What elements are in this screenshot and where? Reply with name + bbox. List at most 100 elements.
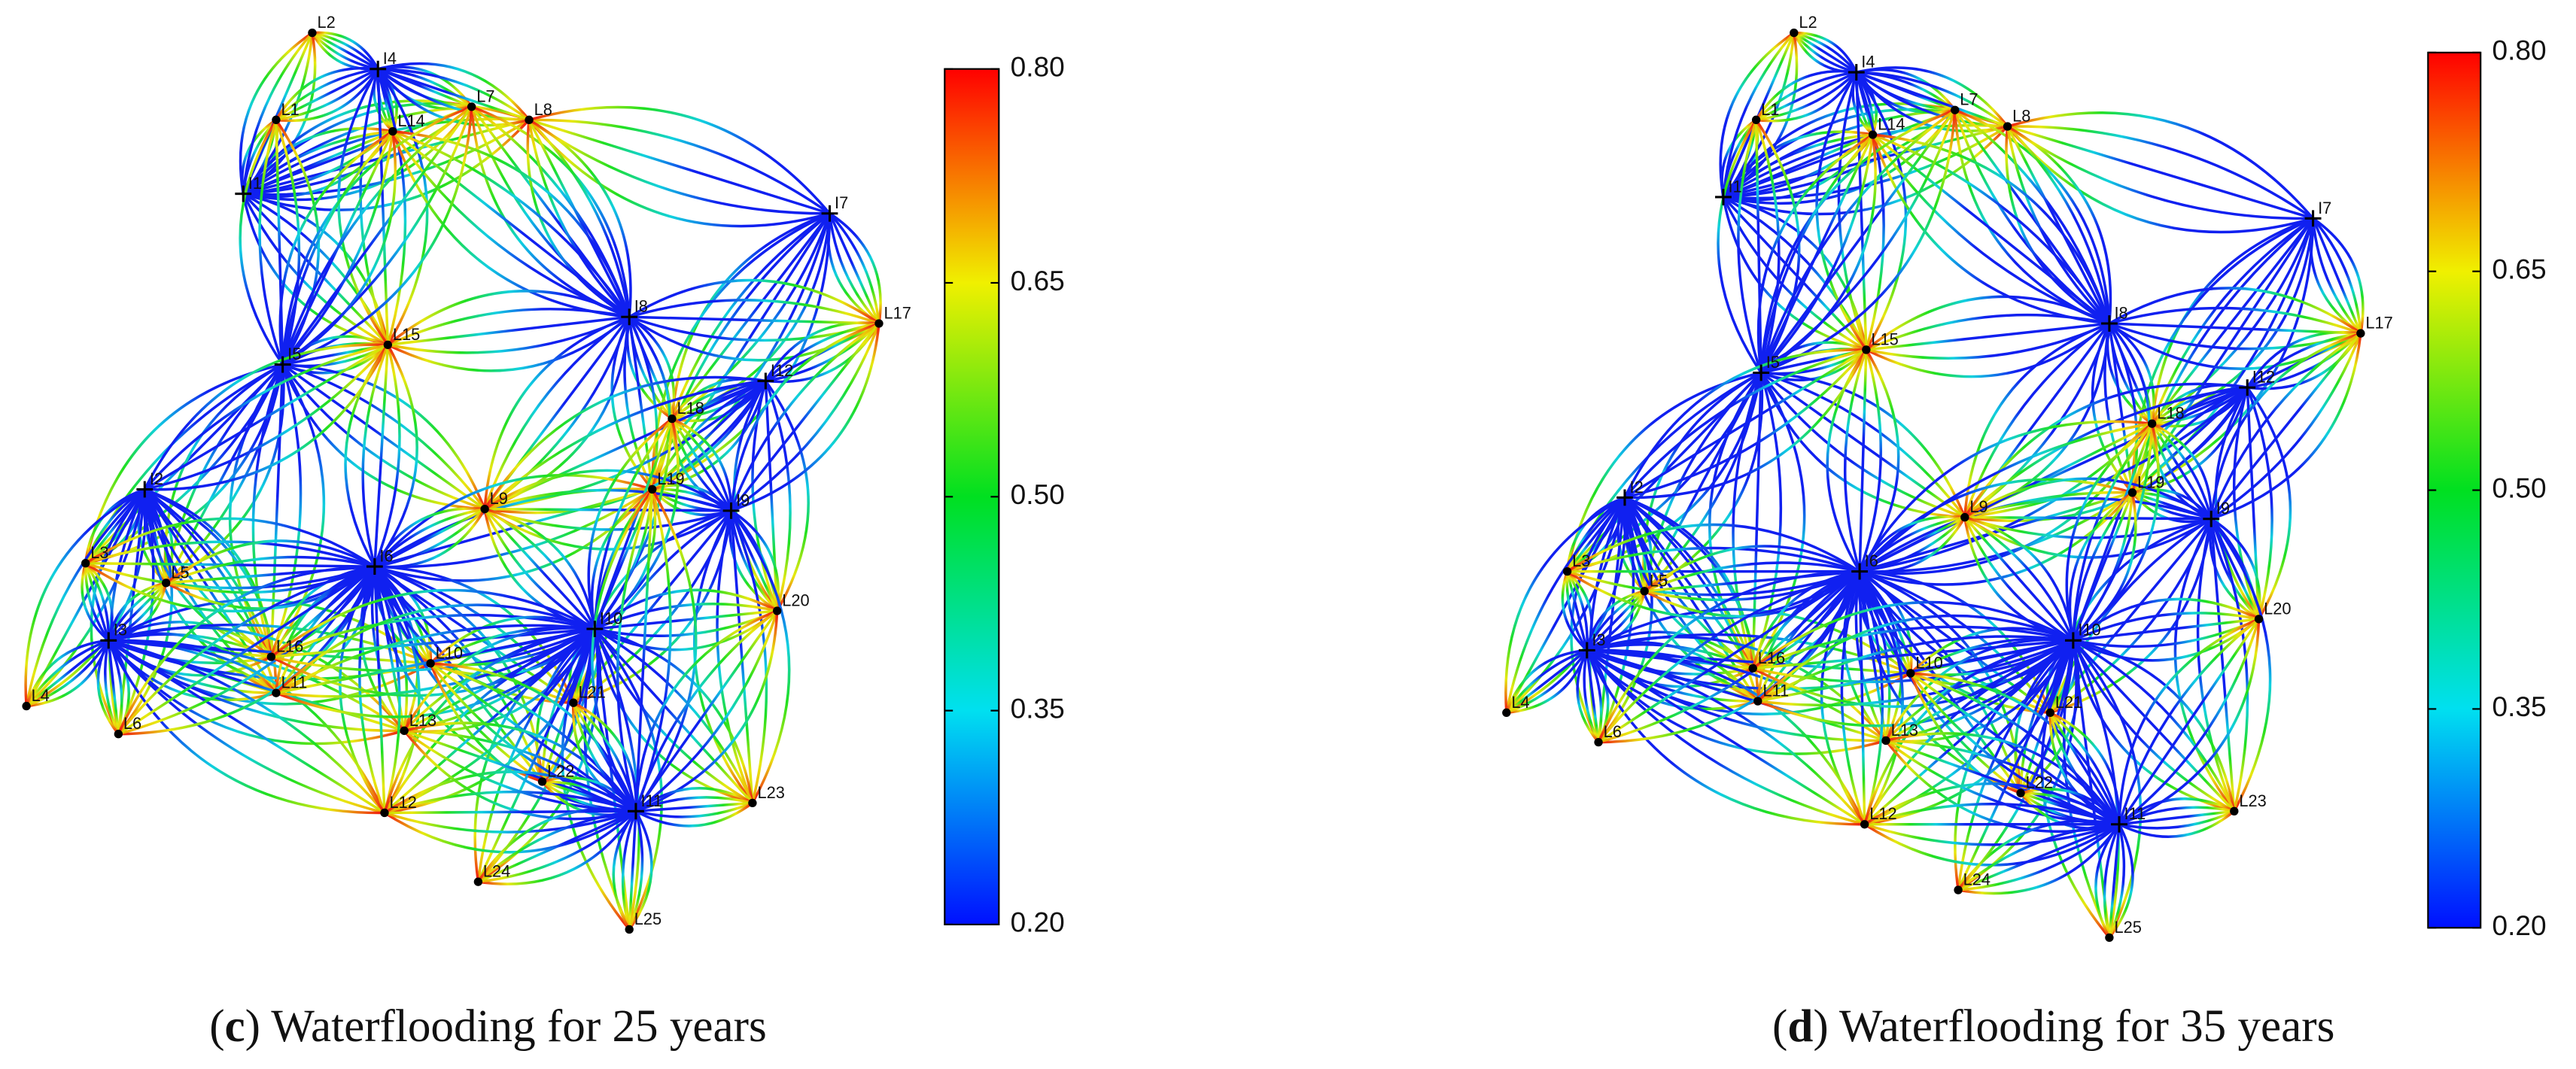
streamline bbox=[383, 627, 596, 814]
streamline bbox=[628, 811, 637, 930]
streamline bbox=[528, 120, 631, 318]
streamline bbox=[143, 343, 388, 490]
streamline bbox=[1957, 819, 2120, 891]
streamline bbox=[107, 639, 385, 815]
streamline bbox=[1963, 477, 2213, 521]
streamline bbox=[1957, 823, 2120, 891]
streamline bbox=[275, 68, 379, 121]
streamline bbox=[1858, 571, 1884, 825]
streamline bbox=[2118, 618, 2260, 825]
streamline bbox=[2311, 218, 2362, 335]
streamline bbox=[1756, 635, 2074, 703]
streamline bbox=[387, 290, 630, 346]
streamline bbox=[1840, 571, 1866, 825]
streamline bbox=[628, 316, 671, 490]
producer-label: L9 bbox=[490, 489, 508, 508]
streamline bbox=[765, 322, 880, 382]
producer-label: L10 bbox=[436, 643, 463, 662]
streamline bbox=[270, 613, 595, 658]
producer-well bbox=[1640, 587, 1649, 596]
streamline bbox=[1644, 561, 1860, 593]
streamline bbox=[373, 345, 390, 567]
streamline bbox=[373, 344, 401, 567]
producer-label: L11 bbox=[1762, 682, 1789, 700]
streamline bbox=[1719, 32, 1795, 198]
streamline bbox=[484, 380, 767, 511]
streamline bbox=[2073, 618, 2260, 648]
streamline bbox=[2246, 387, 2273, 620]
streamline bbox=[671, 418, 733, 512]
streamline bbox=[1722, 32, 1796, 198]
streamline bbox=[282, 363, 486, 510]
streamlines bbox=[24, 31, 882, 931]
producer-well bbox=[380, 808, 389, 818]
streamline bbox=[1963, 516, 2075, 641]
streamline bbox=[1866, 322, 2110, 360]
streamline bbox=[1793, 32, 1857, 74]
streamline bbox=[1753, 639, 2074, 670]
producer-label: L17 bbox=[884, 303, 911, 322]
streamline bbox=[2150, 217, 2314, 424]
producer-well bbox=[668, 414, 677, 424]
streamline bbox=[1866, 322, 2110, 378]
streamline bbox=[1864, 823, 2120, 846]
streamline bbox=[2007, 111, 2314, 220]
streamline bbox=[2006, 125, 2112, 324]
streamline bbox=[473, 627, 596, 882]
streamline bbox=[2118, 809, 2235, 838]
streamline bbox=[344, 344, 389, 567]
colorbar-tick-label: 0.20 bbox=[1011, 907, 1065, 938]
streamline bbox=[1858, 515, 1965, 572]
streamline bbox=[2246, 330, 2362, 389]
producer-label: L2 bbox=[317, 13, 335, 32]
streamline bbox=[384, 809, 637, 834]
streamline bbox=[2210, 332, 2362, 519]
producer-well bbox=[400, 726, 409, 736]
streamline bbox=[1737, 119, 1762, 374]
streamline bbox=[1954, 108, 2111, 324]
producer-label: L12 bbox=[390, 793, 417, 812]
streamline bbox=[2065, 422, 2153, 641]
caption-text: ) Waterflooding for 25 years bbox=[245, 1001, 767, 1052]
streamline bbox=[2072, 639, 2236, 812]
streamline bbox=[671, 418, 733, 512]
streamline bbox=[1722, 130, 1873, 198]
injector-well bbox=[2064, 632, 2082, 649]
producer-label: L2 bbox=[1799, 13, 1817, 32]
streamline bbox=[1963, 322, 2110, 518]
streamline bbox=[2210, 518, 2272, 812]
streamline bbox=[1723, 196, 1868, 351]
streamline bbox=[2006, 125, 2111, 324]
streamline bbox=[1717, 119, 1762, 374]
streamline bbox=[730, 323, 880, 512]
producer-well bbox=[569, 698, 578, 707]
streamline bbox=[1858, 349, 1900, 572]
caption-letter: c bbox=[225, 1001, 245, 1052]
streamline bbox=[1566, 570, 1589, 651]
injector-well bbox=[2304, 210, 2322, 227]
streamline bbox=[484, 508, 596, 630]
injector-label: I5 bbox=[1766, 353, 1780, 372]
streamline bbox=[1755, 71, 1857, 121]
streamline bbox=[2073, 618, 2259, 642]
streamline bbox=[2073, 639, 2236, 812]
streamline bbox=[2151, 422, 2213, 519]
producer-well bbox=[2045, 708, 2054, 718]
streamline bbox=[275, 120, 284, 365]
producer-well bbox=[625, 925, 634, 934]
streamline bbox=[2073, 612, 2259, 642]
streamline bbox=[1953, 110, 2110, 325]
streamline bbox=[1872, 133, 2111, 324]
colorbar-tick-label: 0.80 bbox=[2492, 35, 2546, 66]
streamline bbox=[1751, 372, 1783, 669]
streamline bbox=[478, 810, 637, 883]
producer-well bbox=[1860, 820, 1869, 829]
panel: L1 L2 L7 L8 L14 L15 L17 L18 L19 L20 L9 L3 L5 L16 L10 L1… bbox=[22, 13, 1065, 1052]
streamline bbox=[391, 130, 631, 318]
producer-well bbox=[467, 102, 476, 111]
producer-label: L23 bbox=[2239, 791, 2266, 810]
injector-well bbox=[1578, 642, 1595, 659]
streamline bbox=[1855, 71, 1885, 351]
producer-well bbox=[2016, 788, 2025, 797]
